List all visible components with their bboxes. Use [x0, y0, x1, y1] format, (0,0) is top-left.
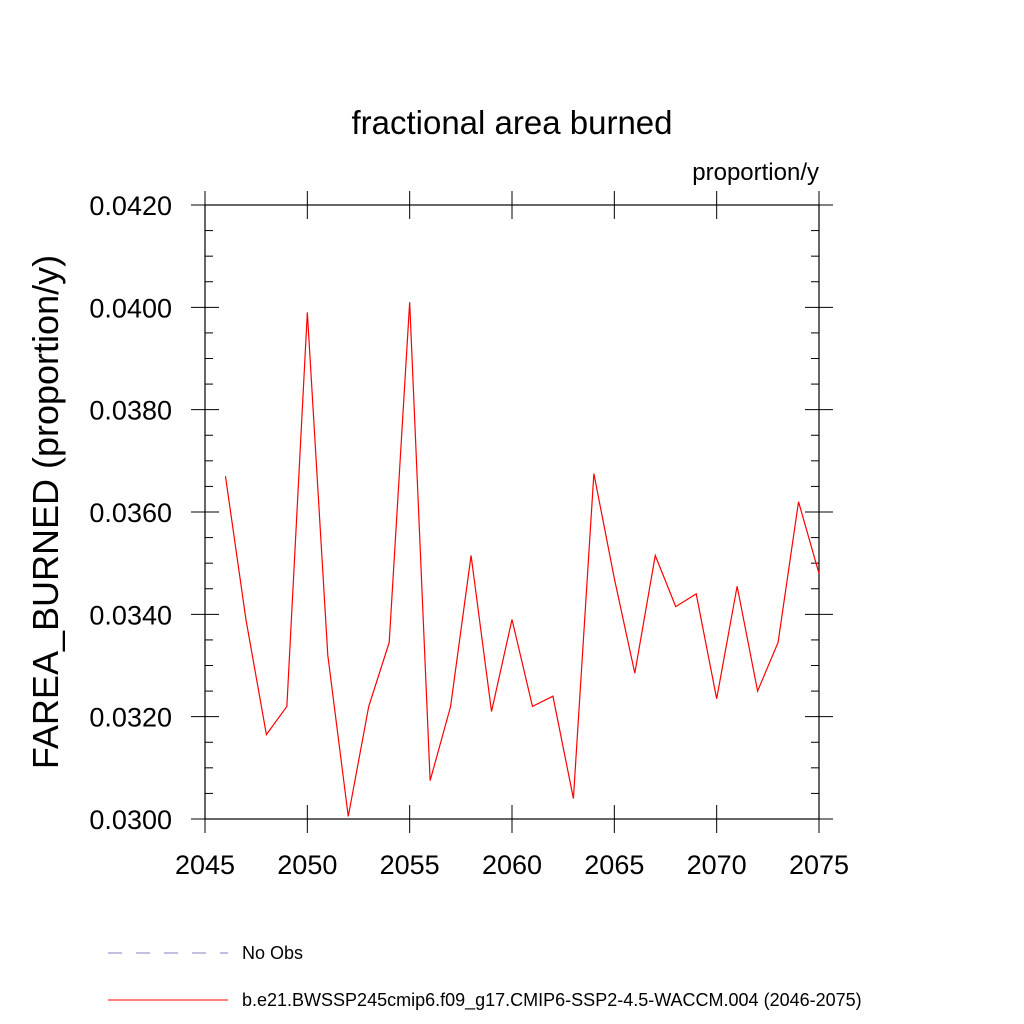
legend: No Obs b.e21.BWSSP245cmip6.f09_g17.CMIP6… [108, 943, 862, 1011]
y-axis-label: FAREA_BURNED (proportion/y) [25, 255, 66, 769]
y-tick-label: 0.0360 [89, 498, 172, 528]
y-tick-label: 0.0380 [89, 396, 172, 426]
axis-ticks [191, 191, 833, 833]
x-tick-label: 2055 [380, 850, 440, 880]
legend-label-waccm: b.e21.BWSSP245cmip6.f09_g17.CMIP6-SSP2-4… [242, 990, 862, 1011]
y-tick-labels: 0.0300 0.0320 0.0340 0.0360 0.0380 0.0400 0.04… [89, 191, 172, 835]
y-tick-label: 0.0300 [89, 805, 172, 835]
x-tick-label: 2070 [687, 850, 747, 880]
series-line [224, 302, 820, 817]
y-tick-label: 0.0400 [89, 293, 172, 323]
series-group [224, 302, 820, 817]
x-tick-label: 2060 [482, 850, 542, 880]
legend-label-no-obs: No Obs [242, 943, 303, 963]
x-tick-label: 2075 [789, 850, 849, 880]
chart-title: fractional area burned [351, 104, 672, 141]
x-tick-label: 2045 [175, 850, 235, 880]
x-tick-labels: 2045 2050 2055 2060 2065 2070 2075 [175, 850, 849, 880]
y-tick-label: 0.0420 [89, 191, 172, 221]
units-label: proportion/y [692, 159, 819, 186]
y-tick-label: 0.0340 [89, 600, 172, 630]
x-tick-label: 2065 [584, 850, 644, 880]
x-tick-label: 2050 [277, 850, 337, 880]
y-tick-label: 0.0320 [89, 703, 172, 733]
